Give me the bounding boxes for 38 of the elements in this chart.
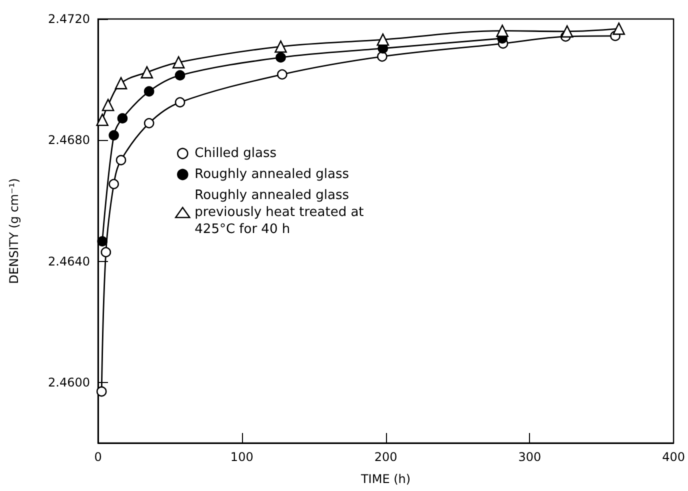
x-tick-label: 400 xyxy=(662,450,685,464)
point xyxy=(108,178,119,190)
point xyxy=(274,40,287,53)
point xyxy=(496,24,508,37)
y-tick-label: 2.4720 xyxy=(48,12,90,26)
y-tick-label: 2.4600 xyxy=(48,375,90,390)
point xyxy=(174,70,186,80)
point xyxy=(377,51,388,62)
point xyxy=(96,386,107,397)
y-tick-label: 2.4680 xyxy=(48,133,90,148)
x-tick-label: 300 xyxy=(518,450,542,464)
point xyxy=(97,236,108,246)
point xyxy=(114,77,128,90)
legend-label: Chilled glass xyxy=(194,146,277,161)
point xyxy=(277,69,288,80)
point xyxy=(276,52,286,63)
point xyxy=(100,247,112,258)
point xyxy=(108,130,119,140)
point xyxy=(96,114,108,126)
x-tick-label: 200 xyxy=(374,450,398,464)
x-tick-label: 0 xyxy=(94,450,102,464)
point xyxy=(102,98,114,112)
point xyxy=(172,56,185,68)
point xyxy=(376,33,390,46)
point xyxy=(174,97,186,108)
point xyxy=(144,86,154,97)
point xyxy=(612,22,626,35)
point xyxy=(560,25,574,38)
y-axis-title: DENSITY (g cm⁻¹) xyxy=(7,178,21,284)
legend-label: Roughly annealed glass xyxy=(194,167,350,182)
x-tick-label: 100 xyxy=(230,450,254,464)
legend-label: Roughly annealed glass previously heat treated at 425°C for 40 h xyxy=(194,188,364,237)
point xyxy=(144,118,154,128)
point xyxy=(117,113,128,124)
point xyxy=(116,154,126,166)
x-axis-title: TIME (h) xyxy=(360,472,411,486)
y-tick-label: 2.4640 xyxy=(48,254,90,268)
point xyxy=(140,66,154,78)
